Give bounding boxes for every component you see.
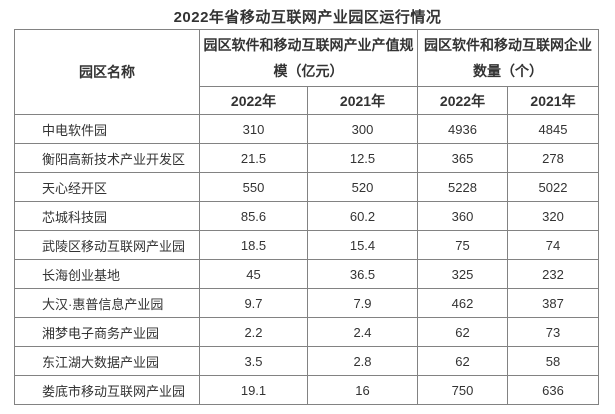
value-cell: 85.6 xyxy=(199,201,308,231)
value-cell: 325 xyxy=(417,259,508,289)
value-cell: 310 xyxy=(199,114,308,144)
value-cell: 750 xyxy=(417,375,508,405)
value-cell: 2.4 xyxy=(307,317,418,347)
table-row: 中电软件园 310 300 4936 4845 xyxy=(14,114,599,144)
value-cell: 360 xyxy=(417,201,508,231)
table-row: 湘梦电子商务产业园 2.2 2.4 62 73 xyxy=(14,317,599,347)
value-cell: 73 xyxy=(507,317,599,347)
value-cell: 62 xyxy=(417,346,508,376)
table-row: 衡阳高新技术产业开发区 21.5 12.5 365 278 xyxy=(14,143,599,173)
park-name: 湘梦电子商务产业园 xyxy=(14,317,200,347)
park-name: 长海创业基地 xyxy=(14,259,200,289)
value-cell: 9.7 xyxy=(199,288,308,318)
value-cell: 12.5 xyxy=(307,143,418,173)
value-cell: 45 xyxy=(199,259,308,289)
table-header: 园区名称 园区软件和移动互联网产业产值规模（亿元） 园区软件和移动互联网企业数量… xyxy=(14,29,599,115)
column-group-output-value: 园区软件和移动互联网产业产值规模（亿元） xyxy=(199,29,418,87)
value-cell: 320 xyxy=(507,201,599,231)
table-row: 芯城科技园 85.6 60.2 360 320 xyxy=(14,201,599,231)
park-name: 衡阳高新技术产业开发区 xyxy=(14,143,200,173)
value-cell: 18.5 xyxy=(199,230,308,260)
value-cell: 7.9 xyxy=(307,288,418,318)
value-cell: 4845 xyxy=(507,114,599,144)
park-name: 武陵区移动互联网产业园 xyxy=(14,230,200,260)
value-cell: 462 xyxy=(417,288,508,318)
value-cell: 5228 xyxy=(417,172,508,202)
table-row: 武陵区移动互联网产业园 18.5 15.4 75 74 xyxy=(14,230,599,260)
park-name: 东江湖大数据产业园 xyxy=(14,346,200,376)
value-cell: 387 xyxy=(507,288,599,318)
value-cell: 4936 xyxy=(417,114,508,144)
park-name: 中电软件园 xyxy=(14,114,200,144)
value-cell: 60.2 xyxy=(307,201,418,231)
column-header-output-2021: 2021年 xyxy=(307,86,418,115)
value-cell: 58 xyxy=(507,346,599,376)
value-cell: 520 xyxy=(307,172,418,202)
value-cell: 74 xyxy=(507,230,599,260)
industry-parks-table: 园区名称 园区软件和移动互联网产业产值规模（亿元） 园区软件和移动互联网企业数量… xyxy=(14,29,599,405)
value-cell: 278 xyxy=(507,143,599,173)
value-cell: 365 xyxy=(417,143,508,173)
table-row: 娄底市移动互联网产业园 19.1 16 750 636 xyxy=(14,375,599,405)
value-cell: 15.4 xyxy=(307,230,418,260)
park-name: 娄底市移动互联网产业园 xyxy=(14,375,200,405)
value-cell: 3.5 xyxy=(199,346,308,376)
column-header-output-2022: 2022年 xyxy=(199,86,308,115)
value-cell: 5022 xyxy=(507,172,599,202)
table-row: 天心经开区 550 520 5228 5022 xyxy=(14,172,599,202)
value-cell: 2.2 xyxy=(199,317,308,347)
column-header-park-name: 园区名称 xyxy=(14,29,200,115)
value-cell: 19.1 xyxy=(199,375,308,405)
value-cell: 62 xyxy=(417,317,508,347)
value-cell: 636 xyxy=(507,375,599,405)
table-row: 东江湖大数据产业园 3.5 2.8 62 58 xyxy=(14,346,599,376)
park-name: 芯城科技园 xyxy=(14,201,200,231)
column-header-count-2022: 2022年 xyxy=(417,86,508,115)
table-row: 长海创业基地 45 36.5 325 232 xyxy=(14,259,599,289)
value-cell: 2.8 xyxy=(307,346,418,376)
park-name: 天心经开区 xyxy=(14,172,200,202)
value-cell: 21.5 xyxy=(199,143,308,173)
value-cell: 550 xyxy=(199,172,308,202)
value-cell: 75 xyxy=(417,230,508,260)
table-row: 大汉·惠普信息产业园 9.7 7.9 462 387 xyxy=(14,288,599,318)
column-header-count-2021: 2021年 xyxy=(507,86,599,115)
value-cell: 36.5 xyxy=(307,259,418,289)
value-cell: 232 xyxy=(507,259,599,289)
value-cell: 16 xyxy=(307,375,418,405)
table-body: 中电软件园 310 300 4936 4845 衡阳高新技术产业开发区 21.5… xyxy=(14,114,599,405)
value-cell: 300 xyxy=(307,114,418,144)
park-name: 大汉·惠普信息产业园 xyxy=(14,288,200,318)
column-group-enterprise-count: 园区软件和移动互联网企业数量（个） xyxy=(417,29,599,87)
header-group-row: 园区名称 园区软件和移动互联网产业产值规模（亿元） 园区软件和移动互联网企业数量… xyxy=(14,29,599,115)
page-title: 2022年省移动互联网产业园区运行情况 xyxy=(173,9,442,26)
header-year-row: 2022年 2021年 2022年 2021年 xyxy=(15,86,599,115)
